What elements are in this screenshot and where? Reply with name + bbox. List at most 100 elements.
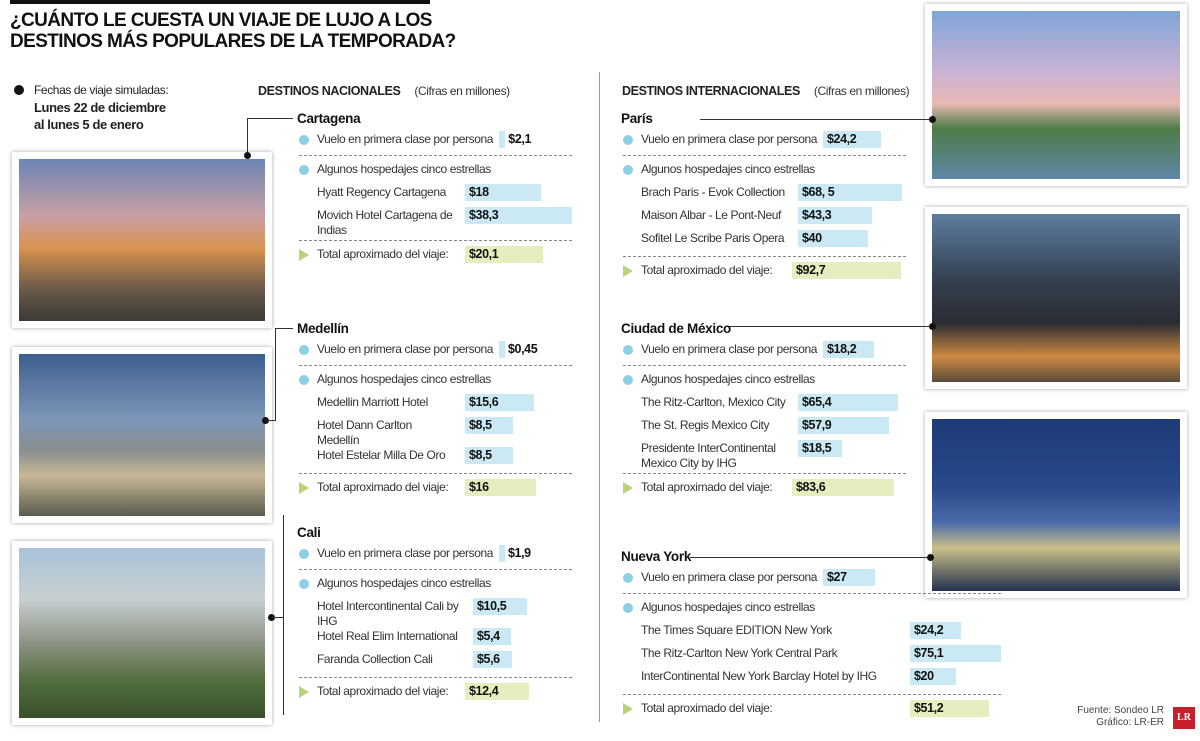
hotel-price-bar bbox=[910, 668, 956, 685]
connector-cartagena bbox=[247, 118, 293, 119]
flight-bar bbox=[823, 131, 882, 148]
hotel-name: Sofitel Le Scribe Paris Opera bbox=[641, 231, 785, 245]
hotel-row: The St. Regis Mexico City $57,9 bbox=[621, 417, 906, 441]
hotels-heading: Algunos hospedajes cinco estrellas bbox=[621, 600, 1001, 623]
destination-3: París Vuelo en primera clase por persona… bbox=[621, 110, 906, 286]
divider bbox=[299, 155, 572, 156]
destination-2: Cali Vuelo en primera clase por persona … bbox=[297, 524, 572, 707]
destination-1: Medellín Vuelo en primera clase por pers… bbox=[297, 320, 572, 503]
connector-medellin bbox=[275, 328, 293, 329]
hotels-heading: Algunos hospedajes cinco estrellas bbox=[297, 576, 572, 599]
destination-name: Ciudad de México bbox=[621, 321, 731, 336]
destination-name: Cartagena bbox=[297, 111, 361, 126]
divider bbox=[299, 569, 572, 570]
total-row: Total aproximado del viaje: $51,2 bbox=[621, 700, 1001, 724]
flight-price: $18,2 bbox=[827, 342, 857, 356]
connector-paris bbox=[700, 119, 932, 120]
lr-logo: LR bbox=[1173, 707, 1195, 729]
hotel-name: The Ritz-Carlton New York Central Park bbox=[641, 646, 838, 660]
flight-row: Vuelo en primera clase por persona $1,9 bbox=[297, 545, 572, 569]
flight-price: $1,9 bbox=[508, 546, 531, 560]
flight-bar bbox=[499, 341, 505, 358]
total-bar bbox=[465, 479, 536, 496]
total-row: Total aproximado del viaje: $16 bbox=[297, 479, 572, 503]
hotels-heading: Algunos hospedajes cinco estrellas bbox=[621, 162, 906, 185]
hotel-row: Brach Paris - Evok Collection $68, 5 bbox=[621, 184, 906, 208]
hotel-name: The Ritz-Carlton, Mexico City bbox=[641, 395, 786, 409]
travel-dates: Fechas de viaje simuladas: Lunes 22 de d… bbox=[14, 82, 169, 133]
hotel-name: Movich Hotel Cartagena de Indias bbox=[317, 208, 453, 237]
total-price: $12,4 bbox=[469, 684, 499, 698]
flight-bar bbox=[823, 341, 874, 358]
hotel-name: Maison Albar - Le Pont-Neuf bbox=[641, 208, 781, 222]
hotel-name: Hotel Real Elim International bbox=[317, 629, 458, 643]
hotel-name: InterContinental New York Barclay Hotel … bbox=[641, 669, 877, 683]
total-price: $16 bbox=[469, 480, 489, 494]
hotel-price-bar bbox=[473, 628, 512, 645]
hotel-price-bar bbox=[798, 207, 872, 224]
hotel-name: Faranda Collection Cali bbox=[317, 652, 433, 666]
photo-paris bbox=[925, 4, 1187, 186]
connector-dot bbox=[929, 323, 936, 330]
destination-0: Cartagena Vuelo en primera clase por per… bbox=[297, 110, 572, 270]
hotel-price-bar bbox=[465, 394, 534, 411]
photo-new-york bbox=[925, 412, 1187, 598]
photo-cali bbox=[12, 541, 272, 725]
hotel-name: Hotel Estelar Milla De Oro bbox=[317, 448, 446, 462]
total-bar bbox=[465, 246, 544, 263]
total-price: $51,2 bbox=[914, 701, 944, 715]
photo-medellin bbox=[12, 347, 272, 523]
national-header: DESTINOS NACIONALES (Cifras en millones) bbox=[258, 84, 510, 98]
connector-cartagena bbox=[247, 118, 248, 156]
hotel-row: Medellin Marriott Hotel $15,6 bbox=[297, 394, 572, 418]
connector-dot bbox=[268, 614, 275, 621]
total-bar bbox=[465, 683, 530, 700]
hotel-row: Hotel Dann Carlton Medellín $8,5 bbox=[297, 417, 572, 448]
hotel-price: $57,9 bbox=[802, 418, 832, 432]
flight-bar bbox=[499, 545, 505, 562]
total-row: Total aproximado del viaje: $20,1 bbox=[297, 246, 572, 270]
hotel-row: Hotel Estelar Milla De Oro $8,5 bbox=[297, 447, 572, 471]
connector-medellin bbox=[266, 420, 276, 421]
hotel-price-bar bbox=[473, 598, 527, 615]
flight-price: $0,45 bbox=[508, 342, 538, 356]
hotel-price-bar bbox=[798, 230, 868, 247]
flight-row: Vuelo en primera clase por persona $0,45 bbox=[297, 341, 572, 365]
destination-name: París bbox=[621, 111, 653, 126]
hotel-name: Medellin Marriott Hotel bbox=[317, 395, 428, 409]
connector-dot bbox=[262, 417, 269, 424]
total-bar bbox=[792, 262, 901, 279]
divider bbox=[299, 677, 572, 678]
hotel-price: $18 bbox=[469, 185, 489, 199]
total-bar bbox=[910, 700, 989, 717]
hotel-row: Movich Hotel Cartagena de Indias $38,3 bbox=[297, 207, 572, 238]
hotel-row: Sofitel Le Scribe Paris Opera $40 bbox=[621, 230, 906, 254]
total-price: $20,1 bbox=[469, 247, 499, 261]
connector-medellin bbox=[275, 328, 276, 421]
connector-cali bbox=[272, 617, 283, 618]
flight-row: Vuelo en primera clase por persona $27 bbox=[621, 569, 1001, 593]
hotel-row: Faranda Collection Cali $5,6 bbox=[297, 651, 572, 675]
hotel-price: $24,2 bbox=[914, 623, 944, 637]
flight-row: Vuelo en primera clase por persona $2,1 bbox=[297, 131, 572, 155]
hotel-price: $8,5 bbox=[469, 448, 492, 462]
hotel-price-bar bbox=[465, 207, 572, 224]
divider bbox=[623, 473, 906, 474]
hotel-price: $40 bbox=[802, 231, 822, 245]
total-bar bbox=[792, 479, 895, 496]
flight-bar bbox=[823, 569, 876, 586]
hotel-row: The Ritz-Carlton, Mexico City $65,4 bbox=[621, 394, 906, 418]
flight-row: Vuelo en primera clase por persona $24,2 bbox=[621, 131, 906, 155]
page-title: ¿CUÁNTO LE CUESTA UN VIAJE DE LUJO A LOS… bbox=[10, 10, 456, 52]
connector-cali bbox=[283, 515, 284, 715]
hotel-price: $68, 5 bbox=[802, 185, 835, 199]
hotel-price: $65,4 bbox=[802, 395, 832, 409]
hotel-price-bar bbox=[465, 417, 513, 434]
total-price: $92,7 bbox=[796, 263, 826, 277]
hotel-price-bar bbox=[798, 394, 899, 411]
flight-row: Vuelo en primera clase por persona $18,2 bbox=[621, 341, 906, 365]
connector-mexico bbox=[727, 326, 932, 327]
top-rule bbox=[10, 0, 430, 4]
credits: Fuente: Sondeo LR Gráfico: LR-ER bbox=[1077, 705, 1164, 728]
hotel-price-bar bbox=[910, 645, 1001, 662]
